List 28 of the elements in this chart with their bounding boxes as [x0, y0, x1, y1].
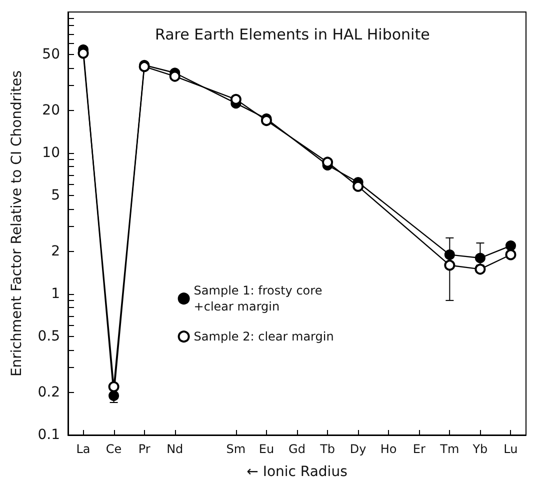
x-tick-label: La — [76, 442, 90, 456]
y-tick-label: 20 — [42, 102, 60, 119]
y-tick-label: 2 — [51, 244, 60, 260]
x-tick-label: Ce — [106, 442, 122, 456]
x-tick-label: Gd — [288, 442, 306, 456]
y-tick-label: 0.5 — [38, 328, 60, 344]
y-tick-label: 10 — [42, 145, 60, 161]
x-tick-label: Ho — [380, 442, 397, 456]
x-tick-label: Er — [412, 442, 426, 456]
x-tick-label: Nd — [166, 442, 184, 456]
y-tick-label: 5 — [51, 187, 60, 204]
y-tick-label: 50 — [42, 46, 60, 62]
y-axis-title: Enrichment Factor Relative to CI Chondrites — [9, 70, 25, 377]
x-tick-label: Lu — [504, 442, 518, 456]
x-tick-label: Tb — [319, 442, 336, 456]
y-tick-label: 1 — [51, 286, 60, 302]
x-tick-label: Dy — [350, 442, 366, 456]
legend-label: Sample 1: frosty core +clear margin — [194, 284, 322, 314]
x-tick-label: Yb — [472, 442, 488, 456]
text: Rare Earth Elements in HAL Hibonite — [155, 26, 430, 44]
x-axis-title: ← Ionic Radius — [246, 464, 348, 480]
y-tick-label: 0.2 — [38, 384, 60, 401]
x-tick-label: Eu — [258, 442, 274, 456]
x-tick-label: Sm — [226, 442, 246, 456]
legend-label: Sample 2: clear margin — [194, 330, 334, 344]
x-tick-label: Tm — [439, 442, 460, 456]
y-tick-label: 0.1 — [38, 427, 60, 443]
x-tick-label: Pr — [138, 442, 150, 456]
